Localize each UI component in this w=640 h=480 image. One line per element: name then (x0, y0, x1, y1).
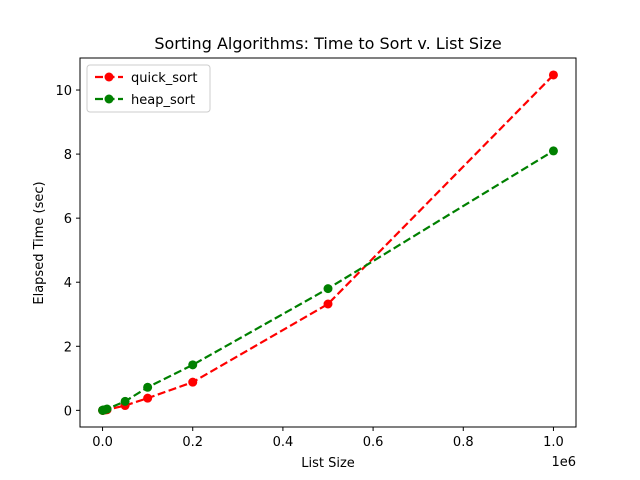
y-tick-label: 4 (64, 276, 72, 291)
data-point-heap-sort (102, 404, 112, 414)
y-tick-label: 6 (64, 212, 72, 227)
data-point-heap-sort (323, 284, 333, 294)
legend-label-quick-sort: quick_sort (131, 71, 197, 86)
x-axis-offset-label: 1e6 (551, 455, 576, 470)
plot-area (98, 70, 558, 415)
legend-box (86, 64, 211, 113)
x-tick-label: 0.2 (182, 435, 203, 450)
data-point-heap-sort (120, 396, 130, 406)
data-point-quick-sort (143, 393, 153, 403)
y-tick-label: 0 (64, 404, 72, 419)
y-tick-label: 10 (55, 84, 72, 99)
x-tick-label: 1.0 (543, 435, 564, 450)
legend-label-heap-sort: heap_sort (131, 93, 195, 108)
x-tick-label: 0.8 (453, 435, 474, 450)
data-point-heap-sort (548, 146, 558, 156)
data-point-quick-sort (323, 299, 333, 309)
data-point-heap-sort (143, 382, 153, 392)
legend: quick_sort heap_sort (86, 64, 211, 113)
series-line-quick-sort (102, 74, 555, 412)
chart-title: Sorting Algorithms: Time to Sort v. List… (154, 34, 501, 53)
x-tick-label: 0.4 (273, 435, 294, 450)
y-tick-label: 2 (64, 340, 72, 355)
x-tick-label: 0.0 (92, 435, 113, 450)
data-point-heap-sort (188, 360, 198, 370)
x-tick-label: 0.6 (363, 435, 384, 450)
data-point-quick-sort (548, 70, 558, 80)
y-axis-label: Elapsed Time (sec) (32, 181, 47, 304)
axes: 0.0 0.2 0.4 0.6 0.8 1.0 0 2 4 6 8 10 (55, 57, 577, 450)
y-tick-label: 8 (64, 148, 72, 163)
series-line-heap-sort (101, 149, 555, 412)
x-axis-label: List Size (301, 456, 355, 471)
legend-marker-heap-sort (104, 94, 114, 104)
data-point-quick-sort (188, 377, 198, 387)
axes-frame (79, 57, 577, 428)
legend-marker-quick-sort (104, 72, 114, 82)
